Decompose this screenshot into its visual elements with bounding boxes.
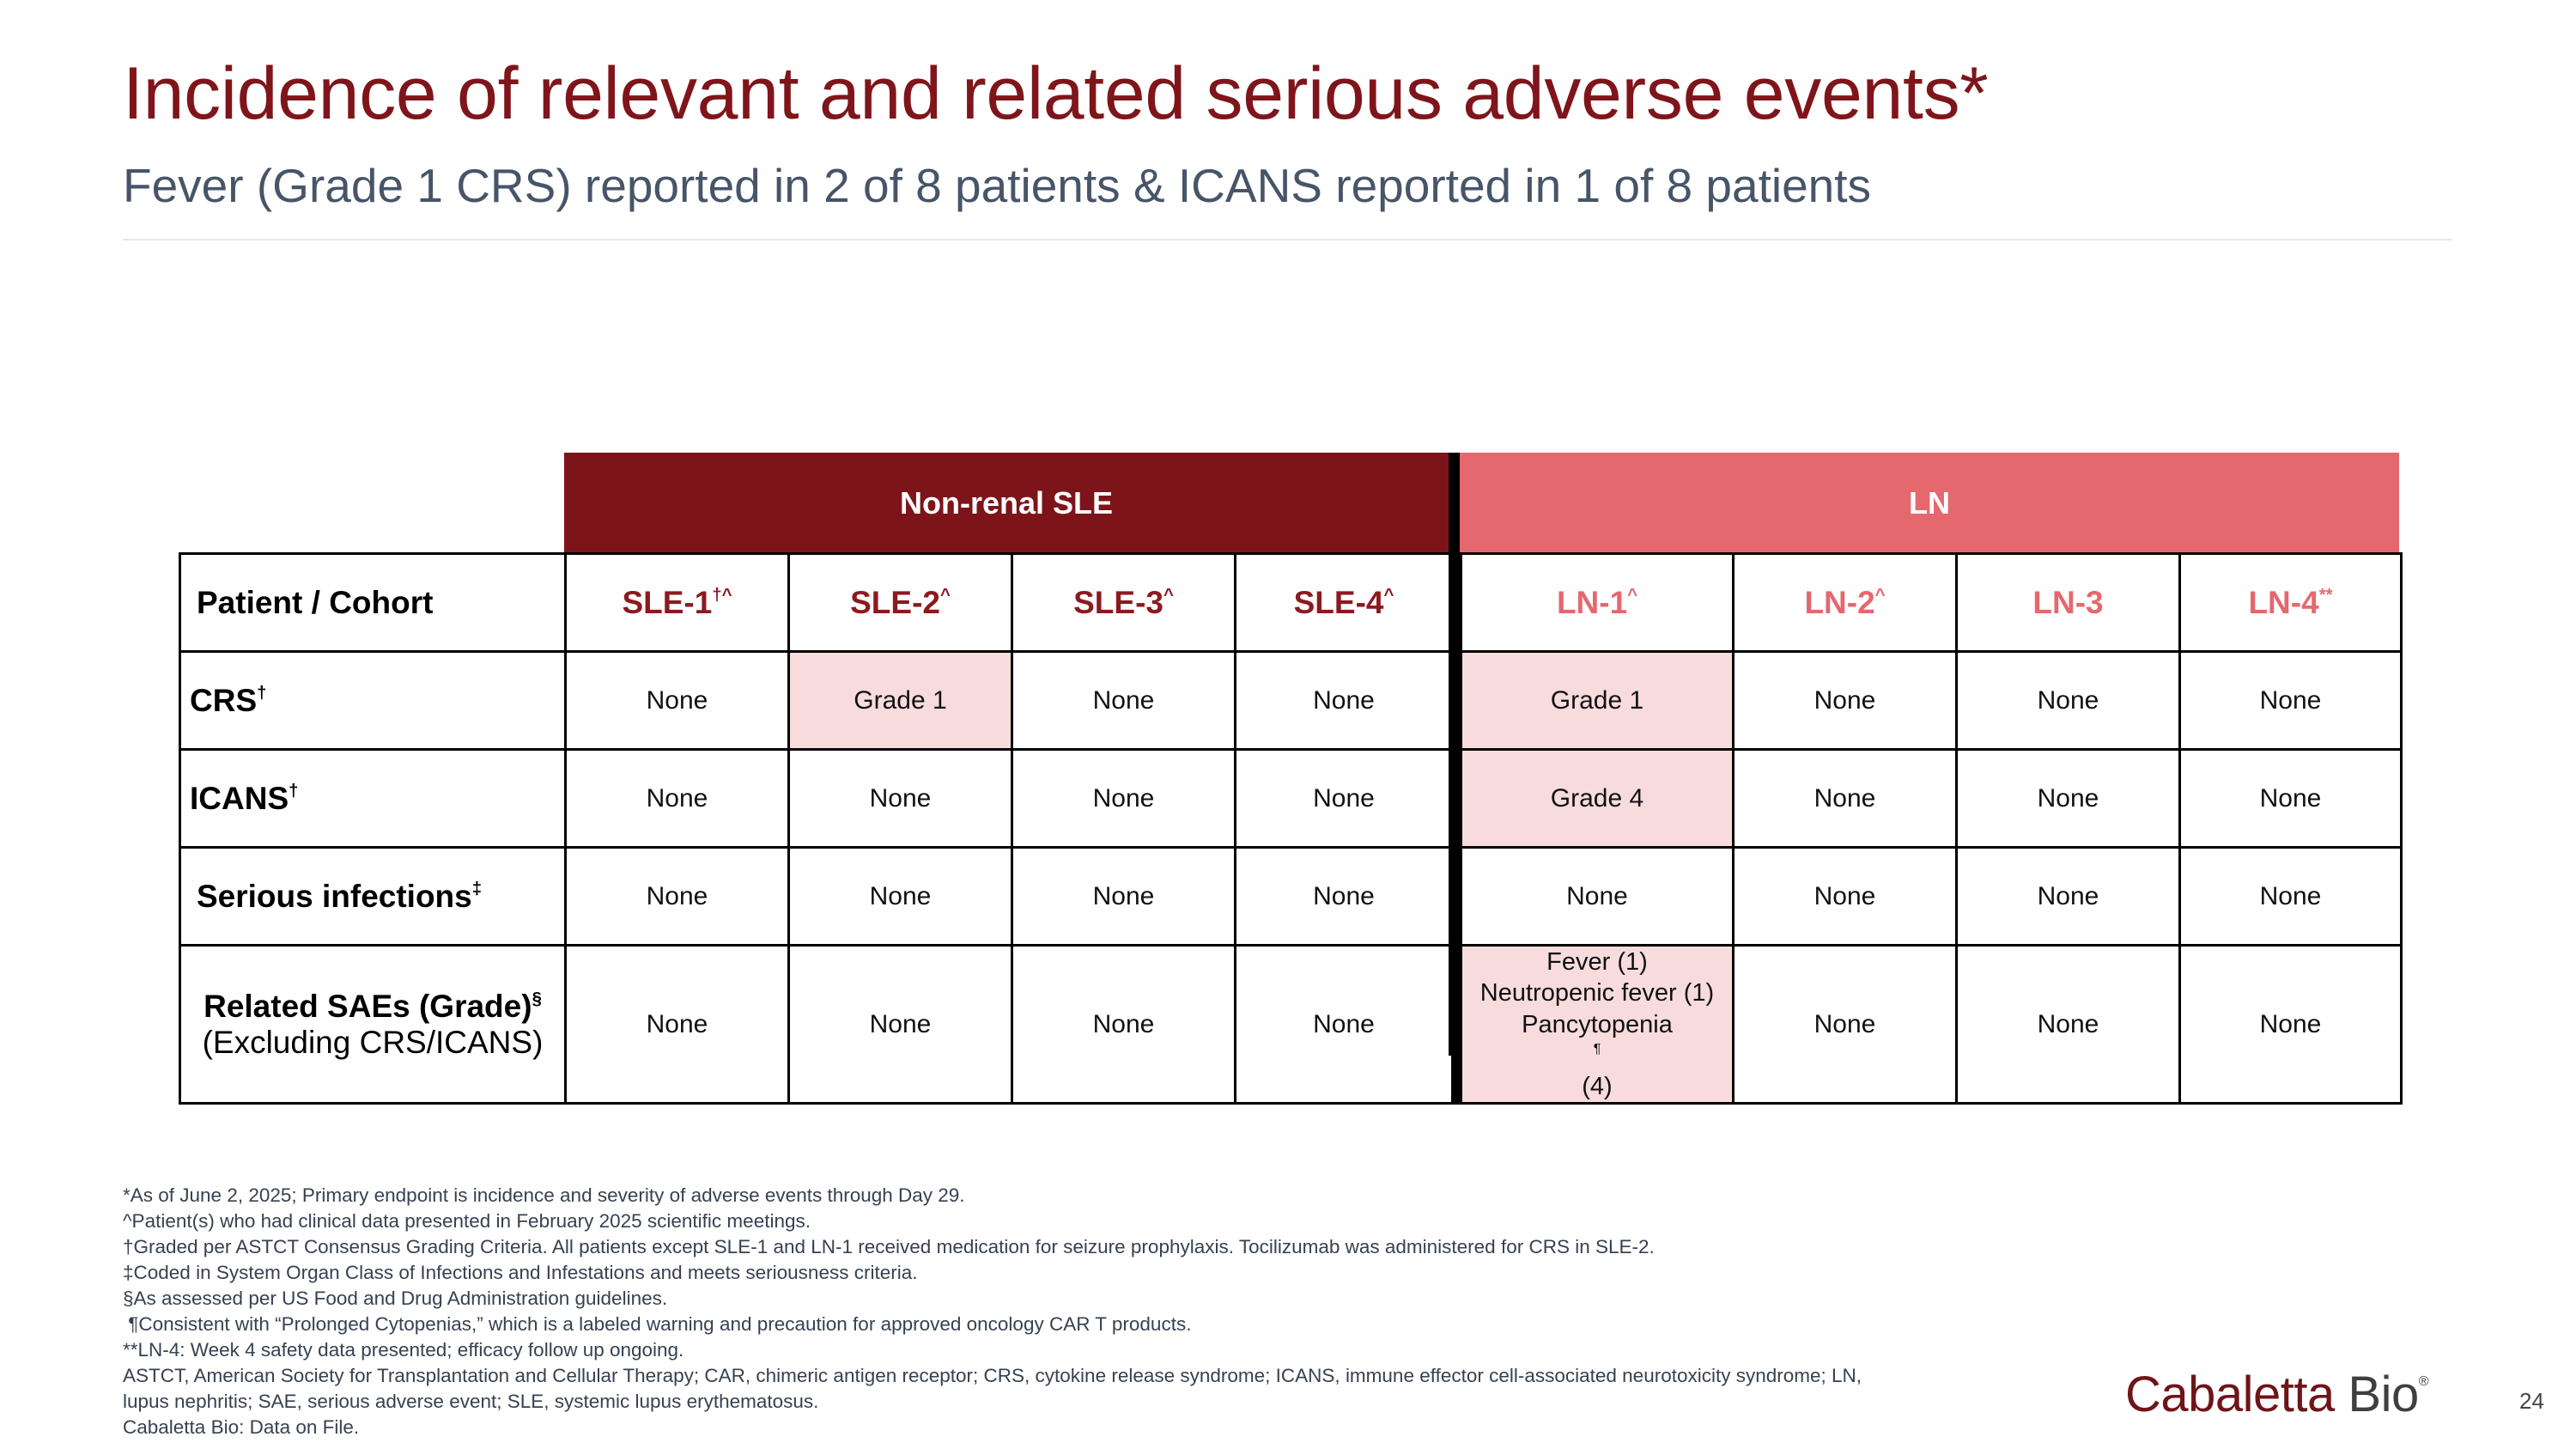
table-row-serious-infections: Serious infections‡ None None None None … [179, 846, 2403, 947]
table-cell: None [787, 943, 1013, 1105]
footnote: **LN-4: Week 4 safety data presented; ef… [123, 1339, 684, 1361]
footnote: lupus nephritis; SAE, serious adverse ev… [123, 1391, 819, 1412]
patient-header-ln-3: LN-3 [1955, 552, 2181, 653]
cohort-label: LN [1909, 484, 1950, 521]
cohort-band-ln: LN [1460, 453, 2399, 553]
row-label-icans: ICANS† [179, 748, 567, 849]
sae-item: Pancytopenia ¶ (4) [1522, 1010, 1673, 1101]
footnote: ^Patient(s) who had clinical data presen… [123, 1210, 811, 1232]
table-cell: None [1955, 748, 2181, 849]
footnote: §As assessed per US Food and Drug Admini… [123, 1288, 668, 1309]
slide-subtitle: Fever (Grade 1 CRS) reported in 2 of 8 p… [123, 159, 1872, 212]
table-cell: None [1451, 846, 1735, 947]
table-cell: None [1011, 846, 1236, 947]
table-row-icans: ICANS† None None None None Grade 4 None … [179, 748, 2403, 849]
header-row: Patient / Cohort SLE-1†^ SLE-2^ SLE-3^ S… [179, 552, 2403, 653]
table-cell: None [1234, 943, 1458, 1105]
corner-header: Patient / Cohort [179, 552, 567, 653]
table-cell: None [2178, 748, 2403, 849]
cohort-band-non-renal-sle: Non-renal SLE [564, 453, 1449, 553]
table-cell-highlighted: Grade 1 [787, 650, 1013, 751]
table-cell: None [564, 650, 790, 751]
patient-header-ln-2: LN-2^ [1732, 552, 1958, 653]
table-cell: None [1011, 748, 1236, 849]
footnote: *As of June 2, 2025; Primary endpoint is… [123, 1184, 965, 1206]
table-cell: None [564, 748, 790, 849]
page-number: 24 [2519, 1388, 2544, 1414]
table-cell: None [1234, 650, 1458, 751]
patient-header-sle-4: SLE-4^ [1234, 552, 1458, 653]
table-cell: None [1011, 650, 1236, 751]
table-cell: None [787, 748, 1013, 849]
logo-wordmark-primary: Cabaletta [2125, 1367, 2335, 1422]
row-label-serious-infections: Serious infections‡ [179, 846, 567, 947]
footnote: †Graded per ASTCT Consensus Grading Crit… [123, 1236, 1655, 1257]
table-cell: None [2178, 943, 2403, 1105]
cohort-separator [1449, 453, 1460, 1056]
table-cell: None [787, 846, 1013, 947]
cohort-label: Non-renal SLE [899, 484, 1114, 521]
footnotes: *As of June 2, 2025; Primary endpoint is… [123, 1183, 1862, 1440]
footnote: ¶Consistent with “Prolonged Cytopenias,”… [123, 1313, 1192, 1335]
table-cell: None [1234, 846, 1458, 947]
patient-header-sle-2: SLE-2^ [787, 552, 1013, 653]
table-cell: None [1955, 943, 2181, 1105]
adverse-events-table: Patient / Cohort SLE-1†^ SLE-2^ SLE-3^ S… [179, 552, 2403, 1105]
table-cell-highlighted: Grade 1 [1451, 650, 1735, 751]
row-sublabel: (Excluding CRS/ICANS) [202, 1024, 544, 1060]
footnote: Cabaletta Bio: Data on File. [123, 1416, 360, 1438]
table-row-crs: CRS† None Grade 1 None None Grade 1 None… [179, 650, 2403, 751]
table-cell: None [1732, 846, 1958, 947]
sae-item: Neutropenic fever (1) [1479, 979, 1715, 1008]
table-cell-highlighted: Grade 4 [1451, 748, 1735, 849]
table-cell: None [1732, 650, 1958, 751]
table-cell: None [2178, 846, 2403, 947]
patient-header-sle-3: SLE-3^ [1011, 552, 1236, 653]
company-logo: Cabaletta Bio® [2125, 1366, 2429, 1423]
patient-header-ln-4: LN-4** [2178, 552, 2403, 653]
title-divider [123, 239, 2452, 240]
footnote: ‡Coded in System Organ Class of Infectio… [123, 1262, 918, 1283]
registered-mark-icon: ® [2418, 1374, 2429, 1389]
sae-item: Fever (1) [1546, 948, 1648, 976]
table-row-related-saes: Related SAEs (Grade)§ (Excluding CRS/ICA… [179, 943, 2403, 1105]
table-cell: None [1234, 748, 1458, 849]
table-cell: None [1955, 846, 2181, 947]
table-cell-highlighted: Fever (1) Neutropenic fever (1) Pancytop… [1451, 943, 1735, 1105]
table-cell: None [2178, 650, 2403, 751]
patient-header-sle-1: SLE-1†^ [564, 552, 790, 653]
logo-wordmark-secondary: Bio [2348, 1367, 2419, 1422]
table-cell: None [1955, 650, 2181, 751]
table-cell: None [1732, 748, 1958, 849]
footnote: ASTCT, American Society for Transplantat… [123, 1365, 1862, 1386]
table-cell: None [564, 943, 790, 1105]
table-cell: None [1011, 943, 1236, 1105]
table-cell: None [1732, 943, 1958, 1105]
patient-header-ln-1: LN-1^ [1451, 552, 1735, 653]
row-label-related-saes: Related SAEs (Grade)§ (Excluding CRS/ICA… [179, 943, 567, 1105]
slide-title: Incidence of relevant and related seriou… [123, 52, 1989, 135]
row-label-crs: CRS† [179, 650, 567, 751]
table-cell: None [564, 846, 790, 947]
